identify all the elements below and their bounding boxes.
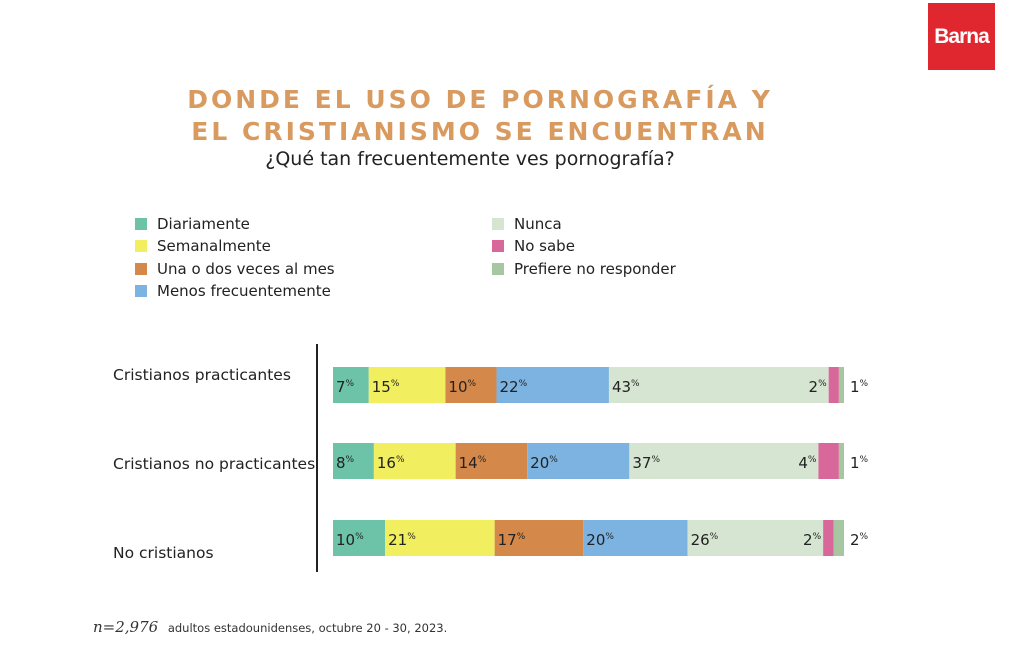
bar-segment [828,367,839,403]
bar-value-label: 2% [803,531,822,549]
bar-segment [333,520,386,556]
bar-value-label: 43% [612,378,640,396]
legend-swatch [135,263,147,275]
footnote: n=2,976 adultos estadounidenses, octubre… [93,618,447,636]
bar-segment [583,520,688,556]
bar-value-label: 7% [336,378,355,396]
chart-title-line-1: DONDE EL USO DE PORNOGRAFÍA Y [187,85,773,114]
bar-value-label: 4% [798,454,817,472]
legend-swatch [492,218,504,230]
bar-value-label: 16% [377,454,405,472]
bar-segment [838,443,844,479]
legend-item-no-sabe: No sabe [492,235,575,257]
legend-swatch [135,285,147,297]
bar-value-label: 2% [850,531,869,549]
legend-item-una-o-dos-veces-al-mes: Una o dos veces al mes [135,258,335,280]
bar-segment [527,443,630,479]
bar-segment [333,443,374,479]
legend-item-semanalmente: Semanalmente [135,235,271,257]
bar-segment [455,443,528,479]
legend-label: Menos frecuentemente [157,282,331,300]
legend-label: Diariamente [157,215,250,233]
bar-value-label: 2% [809,378,828,396]
legend-label: Semanalmente [157,237,271,255]
legend-item-nunca: Nunca [492,213,562,235]
legend-label: No sabe [514,237,575,255]
category-label-no-cristianos: No cristianos [113,544,214,562]
bar-value-label: 26% [691,531,719,549]
bar-value-label: 17% [498,531,526,549]
chart-title-line-2: EL CRISTIANISMO SE ENCUENTRAN [191,117,769,146]
bar-segment [496,367,609,403]
legend-item-prefiere-no-responder: Prefiere no responder [492,258,676,280]
legend-swatch [135,240,147,252]
bar-value-label: 1% [850,378,869,396]
legend-label: Nunca [514,215,562,233]
footnote-text: adultos estadounidenses, octubre 20 - 30… [167,621,448,635]
bar-segment [385,520,495,556]
bar-value-label: 1% [850,454,869,472]
sample-size: n=2,976 [93,618,159,636]
chart-title: DONDE EL USO DE PORNOGRAFÍA Y EL CRISTIA… [0,84,960,148]
bar-value-label: 15% [372,378,400,396]
bar-value-label: 22% [500,378,528,396]
category-label-practicantes: Cristianos practicantes [113,366,291,384]
bar-segment [333,367,369,403]
bar-segment [368,367,446,403]
legend-swatch [135,218,147,230]
bar-segment [373,443,456,479]
bar-value-label: 21% [388,531,416,549]
bar-segment [445,367,497,403]
legend-swatch [492,263,504,275]
bar-value-label: 14% [459,454,487,472]
bar-value-label: 37% [632,454,660,472]
bar-segment [823,520,834,556]
legend-item-menos-frecuentemente: Menos frecuentemente [135,280,331,302]
chart-subtitle: ¿Qué tan frecuentemente ves pornografía? [265,148,675,170]
bar-segment [629,443,819,479]
legend-item-diariamente: Diariamente [135,213,250,235]
bar-segment [494,520,584,556]
legend-swatch [492,240,504,252]
category-label-no-practicantes: Cristianos no practicantes [113,455,316,473]
bar-segment [608,367,829,403]
legend-label: Prefiere no responder [514,260,676,278]
bar-value-label: 10% [336,531,364,549]
bar-segment [833,520,844,556]
category-axis-line [316,344,318,572]
bar-value-label: 20% [586,531,614,549]
bar-value-label: 10% [448,378,476,396]
bar-value-label: 8% [336,454,355,472]
legend-label: Una o dos veces al mes [157,260,335,278]
bar-segment [687,520,824,556]
bar-segment [838,367,844,403]
bar-segment [818,443,839,479]
barna-logo: Barna [928,3,995,70]
bar-value-label: 20% [530,454,558,472]
